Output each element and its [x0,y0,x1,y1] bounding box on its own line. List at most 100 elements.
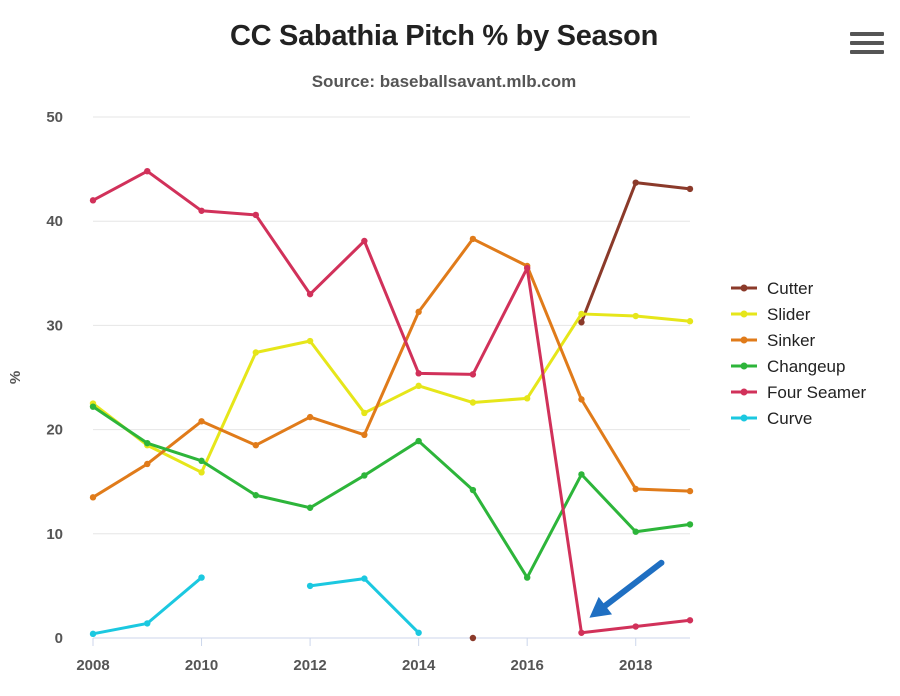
arrow-head [589,596,613,618]
data-point[interactable] [415,370,422,377]
data-point[interactable] [198,207,205,214]
data-point[interactable] [469,634,477,642]
legend-marker [740,362,748,370]
data-point[interactable] [144,167,151,175]
data-point[interactable] [306,504,314,511]
legend-label: Slider [767,305,811,324]
series [89,574,422,638]
legend: Cutter Slider Sinker Changeup Four Seamer Cur… [731,279,867,428]
legend-label: Sinker [767,331,816,350]
data-point[interactable] [252,492,260,499]
axes: 0 10 20 30 40 50 2008 2010 2012 2014 2016 2018% [7,109,690,674]
legend-item[interactable]: Cutter [731,279,814,298]
data-point[interactable] [469,235,477,243]
data-point[interactable] [686,318,694,325]
legend-marker [740,336,748,344]
y-tick-label: 20 [46,422,63,439]
y-tick-label: 10 [46,526,63,543]
y-tick-label: 30 [46,317,63,334]
data-point[interactable] [89,494,97,501]
legend-label: Cutter [767,279,814,298]
data-point[interactable] [361,575,368,582]
data-point[interactable] [361,237,368,245]
data-point[interactable] [144,620,151,627]
series [89,235,694,501]
data-point[interactable] [578,319,585,326]
x-tick-label: 2012 [293,657,326,674]
x-tick-label: 2018 [619,657,652,674]
data-point[interactable] [686,617,694,624]
data-point[interactable] [632,528,639,535]
data-point[interactable] [306,413,314,421]
data-point[interactable] [198,574,205,581]
y-tick-label: 0 [55,630,63,647]
data-point[interactable] [198,418,205,425]
data-point[interactable] [686,487,694,495]
data-point[interactable] [415,308,422,316]
data-point[interactable] [89,403,97,410]
menu-bar [850,50,884,54]
data-point[interactable] [578,396,585,403]
data-point[interactable] [632,179,639,186]
data-point[interactable] [306,337,314,345]
annotations [589,559,665,618]
data-point[interactable] [306,290,314,298]
data-point[interactable] [523,264,531,272]
data-point[interactable] [252,442,260,449]
data-point[interactable] [361,472,368,479]
data-point[interactable] [144,460,151,468]
data-point[interactable] [469,371,477,378]
legend-item[interactable]: Slider [731,305,811,324]
hamburger-menu-icon[interactable] [850,32,884,60]
series-line [91,237,692,499]
legend-marker [740,414,748,422]
series [89,310,694,476]
legend-item[interactable]: Curve [731,409,812,428]
legend-item[interactable]: Changeup [731,357,845,376]
series [469,179,694,642]
data-point[interactable] [252,349,260,356]
legend-item[interactable]: Four Seamer [731,383,867,402]
legend-marker [740,310,748,318]
data-point[interactable] [578,629,585,636]
data-point[interactable] [89,630,97,638]
data-point[interactable] [632,485,639,493]
data-point[interactable] [578,310,585,318]
legend-label: Four Seamer [767,383,867,402]
series-line [308,577,421,635]
series-line [91,312,692,474]
data-point[interactable] [89,197,97,204]
data-point[interactable] [415,382,422,390]
data-point[interactable] [523,395,531,402]
x-tick-label: 2008 [76,657,109,674]
series [89,403,694,581]
arrow-shaft [602,559,665,609]
legend-item[interactable]: Sinker [731,331,816,350]
x-tick-label: 2014 [402,657,436,674]
data-point[interactable] [415,437,422,445]
y-axis-title: % [7,371,24,384]
data-point[interactable] [469,399,477,406]
data-point[interactable] [361,409,368,417]
series-line [579,181,692,324]
data-point[interactable] [361,431,368,439]
chart-subtitle: Source: baseballsavant.mlb.com [311,72,577,91]
data-point[interactable] [198,457,205,465]
data-point[interactable] [686,521,694,528]
data-point[interactable] [578,471,585,478]
legend-label: Curve [767,409,812,428]
data-point[interactable] [632,623,639,630]
data-point[interactable] [632,312,639,320]
data-point[interactable] [144,439,151,447]
menu-bar [850,41,884,45]
data-point[interactable] [686,185,694,193]
data-point[interactable] [415,629,422,636]
data-point[interactable] [523,574,531,581]
data-point[interactable] [252,211,260,219]
x-tick-label: 2010 [185,657,218,674]
data-point[interactable] [306,582,314,590]
data-point[interactable] [469,486,477,494]
data-point[interactable] [198,469,205,476]
series-line [91,169,692,635]
